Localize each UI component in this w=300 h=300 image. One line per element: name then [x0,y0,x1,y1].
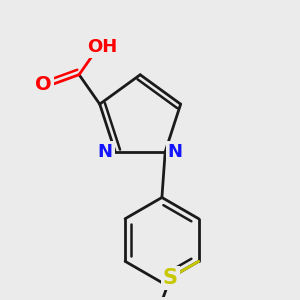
Text: O: O [35,75,52,94]
Text: N: N [167,143,182,161]
Text: OH: OH [87,38,118,56]
Text: S: S [163,268,178,288]
Text: N: N [98,143,113,161]
